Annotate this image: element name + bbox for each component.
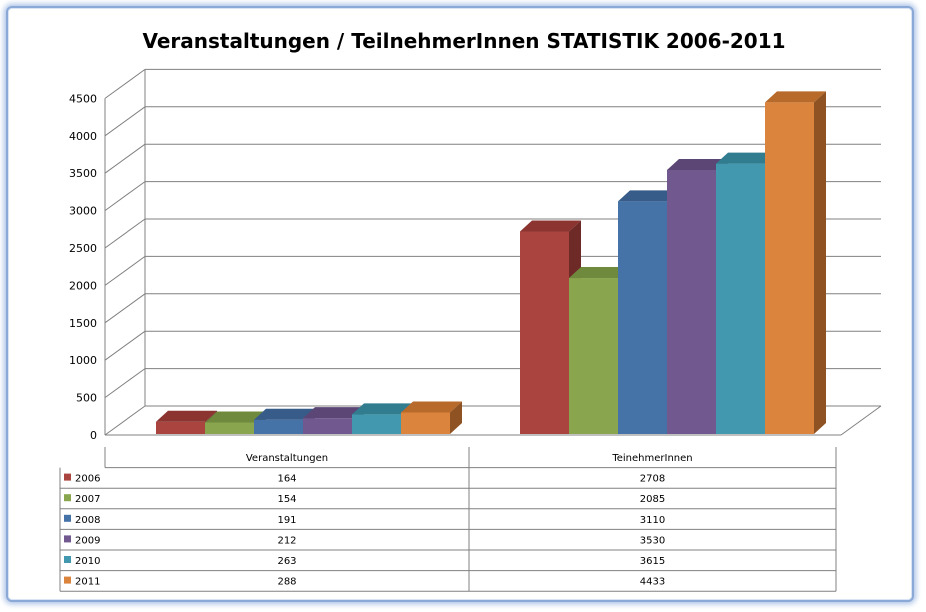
bar-top-2011-1 <box>765 91 826 103</box>
gridline-diagonal <box>104 293 146 324</box>
bar-2007-1 <box>569 278 618 434</box>
legend-label-2009: 2009 <box>75 535 100 546</box>
chart-title: Veranstaltungen / TeilnehmerInnen STATIS… <box>142 29 785 53</box>
bar-side-2011-1 <box>814 91 826 435</box>
gridline-diagonal <box>104 68 146 99</box>
gridline-diagonal <box>104 330 146 361</box>
data-label-2008-0: 191 <box>277 515 296 526</box>
bar-2010-1 <box>716 163 765 434</box>
data-label-2008-1: 3110 <box>640 515 665 526</box>
data-label-2007-1: 2085 <box>640 494 665 505</box>
gridline-diagonal <box>104 106 146 137</box>
bar-top-2010-1 <box>716 152 777 164</box>
legend-key-2008 <box>64 514 71 522</box>
bar-top-2007-0 <box>205 411 266 423</box>
data-label-2007-0: 154 <box>277 494 296 505</box>
gridline-diagonal <box>104 143 146 174</box>
data-label-2010-0: 263 <box>277 556 296 567</box>
chart: Veranstaltungen / TeilnehmerInnen STATIS… <box>59 29 882 592</box>
gridline-diagonal <box>104 405 146 436</box>
legend-label-2011: 2011 <box>75 577 100 588</box>
y-tick-label: 3500 <box>69 167 97 180</box>
legend-key-2006 <box>64 473 71 481</box>
y-tick-label: 4000 <box>69 130 97 143</box>
bar-top-2009-1 <box>667 158 728 170</box>
bar-top-2006-1 <box>520 220 581 232</box>
bar-2009-1 <box>667 169 716 434</box>
y-tick-label: 4500 <box>69 92 97 105</box>
bar-top-2009-0 <box>303 407 364 419</box>
legend-key-2011 <box>64 576 71 584</box>
legend-label-2007: 2007 <box>75 494 100 505</box>
gridline-diagonal <box>104 181 146 212</box>
legend-key-2009 <box>64 535 71 543</box>
bar-top-2006-0 <box>156 410 217 422</box>
legend-label-2010: 2010 <box>75 556 100 567</box>
bar-top-2007-1 <box>569 267 630 279</box>
bar-side-2011-0 <box>450 401 462 434</box>
y-tick-label: 2500 <box>69 242 97 255</box>
data-label-2009-0: 212 <box>277 535 296 546</box>
data-label-2006-1: 2708 <box>640 474 665 485</box>
bar-top-2011-0 <box>401 401 462 413</box>
y-tick-label: 500 <box>76 392 97 405</box>
y-tick-label: 3000 <box>69 205 97 218</box>
bar-2009-0 <box>303 418 352 434</box>
legend-key-2007 <box>64 494 71 502</box>
bar-2008-1 <box>618 201 667 434</box>
bars <box>156 91 826 435</box>
data-label-2011-1: 4433 <box>640 577 665 588</box>
y-tick-label: 1000 <box>69 354 97 367</box>
gridline-diagonal <box>104 218 146 249</box>
gridline-diagonal <box>104 368 146 399</box>
legend-key-2010 <box>64 556 71 563</box>
bar-2011-0 <box>401 412 450 434</box>
y-axis: 0 500 1000 1500 2000 2500 3000 3500 4000 4500 <box>69 92 97 442</box>
table-header: TeinehmerInnen <box>611 453 692 464</box>
bar-top-2010-0 <box>352 403 413 415</box>
legend-label-2006: 2006 <box>75 474 100 485</box>
table-header: Veranstaltungen <box>246 453 328 464</box>
data-label-2006-0: 164 <box>277 474 296 485</box>
bar-2010-0 <box>352 414 401 434</box>
bar-top-2008-1 <box>618 190 679 202</box>
legend-label-2008: 2008 <box>75 515 100 526</box>
bar-2008-0 <box>254 419 303 434</box>
bar-2006-1 <box>520 231 569 434</box>
chart-frame: Veranstaltungen / TeilnehmerInnen STATIS… <box>6 6 914 602</box>
y-tick-label: 0 <box>90 429 97 442</box>
data-label-2010-1: 3615 <box>640 556 665 567</box>
bar-top-2008-0 <box>254 408 315 420</box>
data-table: Veranstaltungen TeinehmerInnen 2006 164 2708… <box>59 447 837 592</box>
floor-right-edge <box>840 405 882 436</box>
bar-2011-1 <box>765 102 814 435</box>
y-tick-label: 2000 <box>69 279 97 292</box>
bar-2006-0 <box>156 421 205 434</box>
gridline-diagonal <box>104 255 146 286</box>
y-tick-label: 1500 <box>69 317 97 330</box>
data-label-2009-1: 3530 <box>640 535 665 546</box>
data-label-2011-0: 288 <box>277 577 296 588</box>
bar-2007-0 <box>205 422 254 434</box>
